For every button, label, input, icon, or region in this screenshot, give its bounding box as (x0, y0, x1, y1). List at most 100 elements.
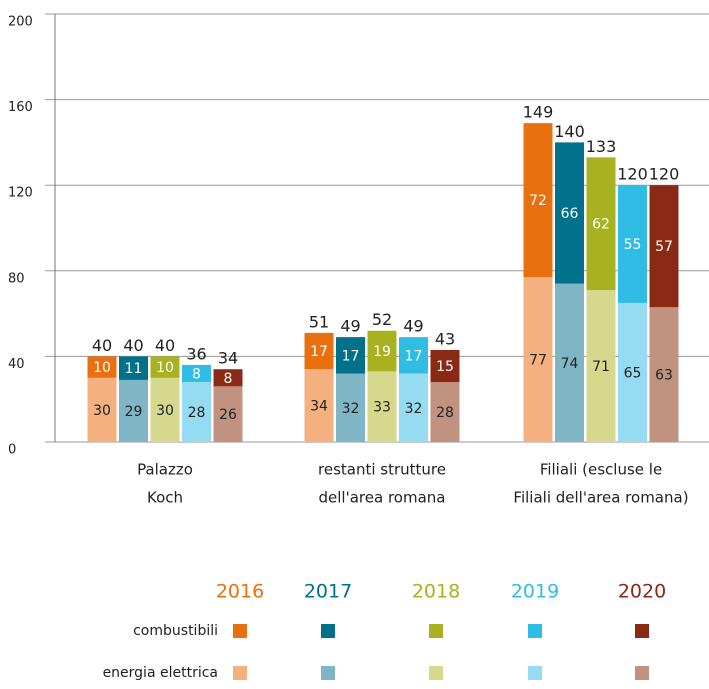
y-tick-label: 200 (8, 15, 33, 30)
legend-swatch (635, 666, 649, 680)
value-label: 28 (188, 405, 206, 421)
value-label: 30 (93, 403, 111, 419)
bar-segment (87, 356, 117, 378)
total-label: 52 (372, 310, 392, 329)
value-label: 17 (405, 348, 423, 364)
value-label: 66 (561, 206, 579, 222)
legend-swatch (429, 624, 443, 638)
total-label: 140 (554, 122, 585, 141)
total-label: 40 (123, 336, 143, 355)
bar-segment (150, 356, 180, 378)
value-label: 32 (405, 401, 423, 417)
total-label: 49 (340, 317, 360, 336)
x-tick-label: Filiali dell'area romana) (513, 489, 688, 507)
y-tick-label: 0 (8, 443, 16, 458)
bar-segment (649, 185, 679, 308)
bar-segment (182, 382, 211, 442)
total-label: 43 (435, 329, 455, 348)
bar-segment (618, 185, 647, 303)
value-label: 34 (310, 399, 328, 415)
total-label: 133 (586, 137, 617, 156)
y-tick-label: 80 (8, 271, 25, 286)
value-label: 30 (156, 403, 174, 419)
bar-segment (523, 123, 553, 278)
legend-swatch (528, 624, 542, 638)
value-label: 10 (93, 360, 111, 376)
bar-segment (523, 277, 553, 442)
value-label: 72 (529, 193, 547, 209)
bar-segment (586, 290, 616, 442)
y-tick-label: 120 (8, 186, 33, 201)
x-tick-label: restanti strutture (318, 461, 446, 479)
value-label: 10 (156, 360, 174, 376)
total-label: 51 (309, 312, 329, 331)
value-label: 62 (592, 217, 610, 233)
value-label: 65 (624, 365, 642, 381)
legend-swatch (635, 624, 649, 638)
x-tick-label: dell'area romana (319, 489, 446, 507)
bar-segment (150, 377, 180, 442)
value-label: 71 (592, 359, 610, 375)
value-label: 8 (192, 367, 201, 383)
total-label: 34 (218, 349, 238, 368)
total-label: 149 (523, 103, 554, 122)
total-label: 40 (92, 336, 112, 355)
bar-segment (430, 349, 460, 383)
y-tick-label: 40 (8, 357, 25, 372)
total-label: 120 (617, 165, 648, 184)
value-label: 29 (125, 404, 143, 420)
legend-year: 2019 (511, 581, 559, 603)
value-label: 57 (655, 239, 673, 255)
value-label: 32 (342, 401, 360, 417)
bar-segment (399, 337, 428, 374)
total-label: 120 (649, 165, 680, 184)
legend-swatch (429, 666, 443, 680)
value-label: 55 (624, 237, 642, 253)
bar-segment (213, 369, 243, 387)
legend-year: 2016 (216, 581, 264, 603)
bar-segment (119, 379, 148, 442)
bar-segment (119, 356, 148, 380)
total-label: 49 (403, 317, 423, 336)
x-tick-label: Filiali (escluse le (540, 461, 662, 479)
value-label: 8 (224, 371, 233, 387)
value-label: 17 (342, 348, 360, 364)
bar-segment (430, 382, 460, 442)
value-label: 33 (373, 400, 391, 416)
bar-segment (649, 307, 679, 442)
legend-label: energia elettrica (103, 665, 218, 681)
bar-segment (304, 369, 334, 442)
legend-year: 2018 (412, 581, 460, 603)
bar-segment (555, 283, 584, 442)
total-label: 36 (186, 344, 206, 363)
total-label: 40 (155, 336, 175, 355)
bar-segment (618, 302, 647, 442)
x-tick-label: Palazzo (137, 461, 193, 479)
legend-swatch (233, 624, 247, 638)
legend-year: 2020 (618, 581, 666, 603)
bar-segment (213, 386, 243, 442)
value-label: 26 (219, 407, 237, 423)
legend-swatch (528, 666, 542, 680)
bar-segment (399, 373, 428, 442)
legend-swatch (321, 666, 335, 680)
legend-swatch (321, 624, 335, 638)
legend-swatch (233, 666, 247, 680)
bar-segment (87, 377, 117, 442)
bar-segment (555, 142, 584, 284)
bar-segment (182, 364, 211, 383)
bar-segment (367, 371, 397, 442)
bar-segment (586, 157, 616, 291)
value-label: 74 (561, 356, 579, 372)
value-label: 63 (655, 368, 673, 384)
x-tick-label: Koch (147, 489, 183, 507)
value-label: 77 (529, 353, 547, 369)
bar-segment (336, 337, 365, 374)
bar-segment (367, 330, 397, 372)
y-tick-label: 160 (8, 100, 33, 115)
value-label: 17 (310, 344, 328, 360)
bar-segment (304, 332, 334, 370)
value-label: 15 (436, 359, 454, 375)
value-label: 11 (125, 361, 143, 377)
